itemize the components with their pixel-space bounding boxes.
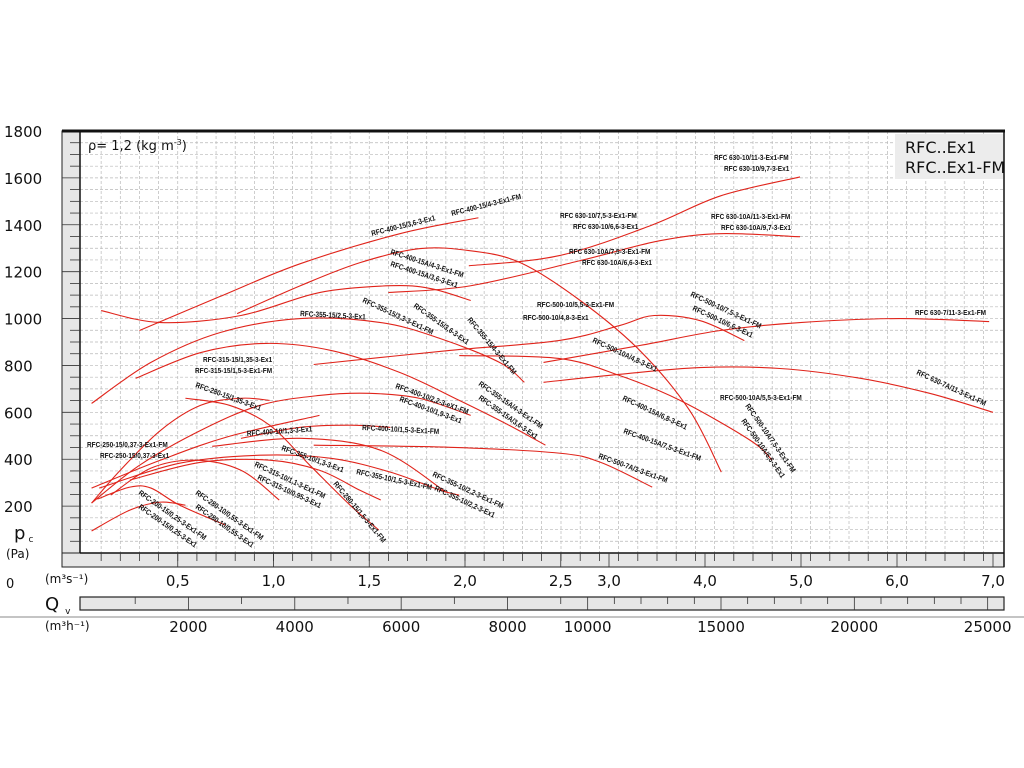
curve-label: RFC 630-10A/11-3-Ex1-FM (711, 214, 790, 222)
curve-label: RFC-500-10A/4,8-3-Ex1 (591, 337, 658, 374)
x2-tick-label: 2000 (169, 618, 207, 636)
fan-curve-12 (91, 414, 320, 489)
curve-label: RFC-400-10/1,3-3-Ex1 (247, 426, 313, 438)
curve-label: RFC 630-10/9,7-3-Ex1 (724, 166, 789, 174)
fan-curve-5 (468, 176, 801, 267)
fan-curve-17 (185, 397, 380, 531)
y-tick-label: 1200 (4, 264, 42, 282)
fan-curve-18 (129, 458, 381, 501)
y-zero-label: 0 (6, 577, 14, 592)
fan-curve-11 (91, 392, 471, 504)
curve-label: RFC 630-10A/6,6-3-Ex1 (582, 260, 652, 268)
curve-label: RFC 630-10A/7,5-3-Ex1-FM (569, 249, 651, 257)
x2-tick-label: 15000 (697, 618, 745, 636)
x1-tick-label: 0,5 (166, 572, 190, 590)
curve-label: RFC-250-15/0,37-3-Ex1 (100, 453, 169, 461)
curve-label: RFC-280-15/1,35-3-Ex1 (194, 382, 262, 413)
curve-label: RFC-355-10/1,5-3-Ex1-FM (356, 469, 433, 492)
curve-label: RFC 630-10A/9,7-3-Ex1 (721, 225, 791, 233)
fan-curve-19 (91, 397, 270, 504)
x1-tick-label: 2,5 (549, 572, 573, 590)
fan-curve-13 (240, 424, 391, 439)
fan-curve-4 (135, 342, 546, 446)
y-tick-label: 400 (4, 451, 33, 469)
fan-curve-20 (97, 485, 226, 526)
axes: 200 400 600 800 1000 1200 1400 1600 1800 0,5 1,0 1,… (4, 123, 1012, 636)
curve-label: RFC-400-15A/7,5-3-Ex1-FM (622, 428, 702, 463)
fan-curve-2 (101, 284, 471, 324)
title-line-1: RFC..Ex1 (905, 138, 976, 157)
x1-axis-unit: (m³s⁻¹) (45, 572, 88, 586)
x1-tick-label: 2,0 (453, 572, 477, 590)
fan-curve-21 (91, 501, 186, 532)
x2-tick-label: 20000 (830, 618, 878, 636)
fan-curve-6 (388, 233, 801, 294)
curve-labels: RFC-400-15/3,6-3-Ex1RFC-400-15/4-3-Ex1-F… (87, 155, 987, 550)
y-tick-label: 1000 (4, 311, 42, 329)
fan-curve-10 (459, 355, 773, 461)
x1-tick-label: 6,0 (885, 572, 909, 590)
fan-curve-22 (110, 459, 280, 501)
curve-label: RFC-355-15/2,5-3-Ex1 (300, 311, 366, 322)
x1-tick-label: 1,0 (262, 572, 286, 590)
curve-label: RFC-400-10/1,5-3-Ex1-FM (362, 425, 440, 437)
fan-curve-9 (543, 366, 994, 413)
curve-label: RFC-500-10A/5,5-3-Ex1-FM (720, 395, 802, 403)
density-note: ρ= 1,2 (kg m-3) (88, 138, 187, 154)
title-line-2: RFC..Ex1-FM (905, 158, 1005, 177)
curve-label: RFC 630-7/11-3-Ex1-FM (915, 310, 986, 318)
curve-label: RFC-500-10/4,8-3-Ex1 (523, 315, 589, 323)
y-tick-label: 800 (4, 357, 33, 375)
curve-label: RFC-400-15/4-3-Ex1-FM (451, 193, 523, 218)
x1-tick-label: 1,5 (357, 572, 381, 590)
curve-label: RFC 630-10/7,5-3-Ex1-FM (560, 213, 637, 221)
x1-tick-label: 4,0 (693, 572, 717, 590)
y-tick-label: 1400 (4, 217, 42, 235)
x1-tick-label: 3,0 (597, 572, 621, 590)
fan-curve-1 (236, 247, 722, 473)
curve-label: RFC-355-10/1,3-3-Ex1 (280, 445, 344, 475)
x2-tick-label: 10000 (564, 618, 612, 636)
curve-label: RFC-250-15/0,37-3-Ex1-FM (87, 442, 168, 450)
x2-axis-unit: (m³h⁻¹) (45, 619, 90, 633)
fan-curve-14 (99, 454, 460, 496)
curve-label: RFC-355-15/4-3-Ex1-FM (465, 317, 517, 377)
curve-label: RFC-400-15A/6,8-3-Ex1 (621, 395, 688, 432)
curve-label: RFC-500-7A/3-3-Ex1-FM (597, 453, 668, 485)
curves (91, 176, 994, 532)
x2-tick-label: 4000 (276, 618, 314, 636)
curve-label: RFC 630-10/11-3-Ex1-FM (714, 155, 789, 163)
y-tick-label: 600 (4, 404, 33, 422)
x1-axis-strip (61, 552, 1005, 568)
y-tick-label: 200 (4, 498, 33, 516)
curve-label: RFC-500-10/5,5-3-Ex1-FM (537, 302, 614, 310)
x1-tick-label: 7,0 (981, 572, 1005, 590)
fan-curve-16 (313, 444, 653, 488)
fan-curve-3 (91, 317, 525, 404)
x2-tick-label: 8000 (488, 618, 526, 636)
curve-label: RFC-315-15/1,5-3-Ex1-FM (195, 368, 272, 376)
x2-tick-label: 25000 (964, 618, 1012, 636)
curve-label: RFC-355-15/3,3-3-Ex1-FM (361, 297, 434, 336)
curve-label: RFC-315-15/1,35-3-Ex1 (203, 357, 272, 365)
x2-axis-strip (79, 596, 1005, 611)
grid (80, 131, 1004, 553)
y-axis-unit: (Pa) (6, 547, 29, 561)
x2-tick-label: 6000 (382, 618, 420, 636)
fan-curve-0 (139, 217, 479, 332)
fan-curve-8 (543, 318, 990, 363)
x1-tick-label: 5,0 (789, 572, 813, 590)
fan-curve-15 (212, 437, 447, 493)
fan-curve-7 (313, 314, 745, 366)
title-box (895, 134, 1003, 179)
y-tick-label: 1800 (4, 123, 42, 141)
curve-label: RFC 630-10/6,6-3-Ex1 (573, 224, 638, 232)
y-tick-label: 1600 (4, 170, 42, 188)
